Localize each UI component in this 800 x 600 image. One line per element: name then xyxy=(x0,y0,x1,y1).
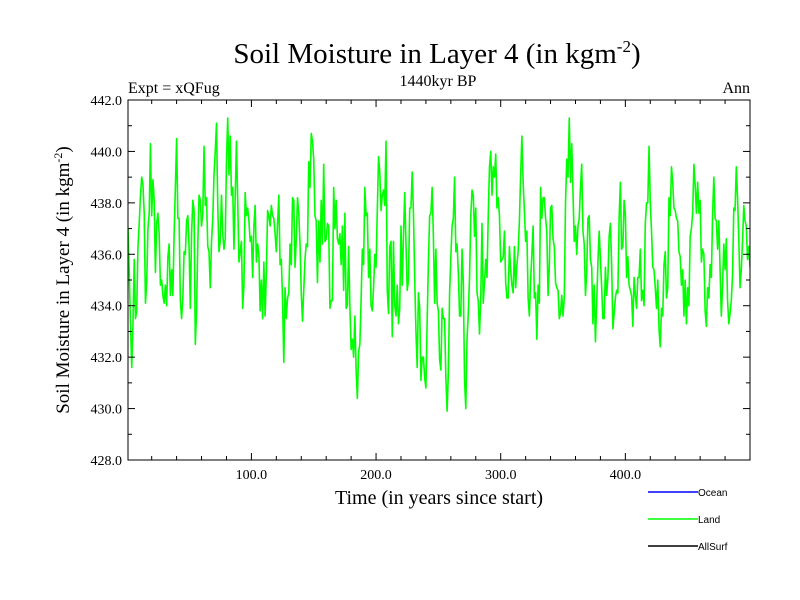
x-tick-label: 100.0 xyxy=(236,468,268,483)
x-tick-label: 400.0 xyxy=(610,468,642,483)
series-line-land xyxy=(128,117,750,412)
legend-item-ocean: Ocean xyxy=(648,488,727,499)
y-tick-label: 432.0 xyxy=(91,351,123,366)
series-layer xyxy=(128,117,750,412)
y-tick-label: 442.0 xyxy=(91,94,123,109)
legend-item-land: Land xyxy=(648,515,720,526)
y-axis-label: Soil Moisture in Layer 4 (in kgm-2) xyxy=(51,146,74,414)
chart-title: Soil Moisture in Layer 4 (in kgm-2) xyxy=(233,37,640,70)
axis-ticks: 428.0 430.0 432.0 434.0 436.0 438.0 440.0 442.0… xyxy=(91,94,750,483)
y-tick-label: 430.0 xyxy=(91,403,123,418)
y-tick-label: 440.0 xyxy=(91,145,123,160)
x-tick-label: 200.0 xyxy=(360,468,392,483)
plot-frame xyxy=(127,99,751,461)
chart-subtitle: 1440kyr BP xyxy=(400,73,477,90)
legend-label-allsurf: AllSurf xyxy=(698,542,728,553)
legend-item-allsurf: AllSurf xyxy=(648,542,728,553)
legend: Ocean Land AllSurf xyxy=(648,488,728,553)
x-tick-label: 300.0 xyxy=(485,468,517,483)
y-tick-label: 428.0 xyxy=(91,454,123,469)
x-axis-label: Time (in years since start) xyxy=(335,487,543,509)
legend-label-land: Land xyxy=(698,515,720,526)
y-tick-label: 434.0 xyxy=(91,300,123,315)
legend-label-ocean: Ocean xyxy=(698,488,727,499)
y-tick-label: 436.0 xyxy=(91,248,123,263)
season-label: Ann xyxy=(722,80,750,97)
experiment-label: Expt = xQFug xyxy=(128,80,220,97)
y-tick-label: 438.0 xyxy=(91,197,123,212)
